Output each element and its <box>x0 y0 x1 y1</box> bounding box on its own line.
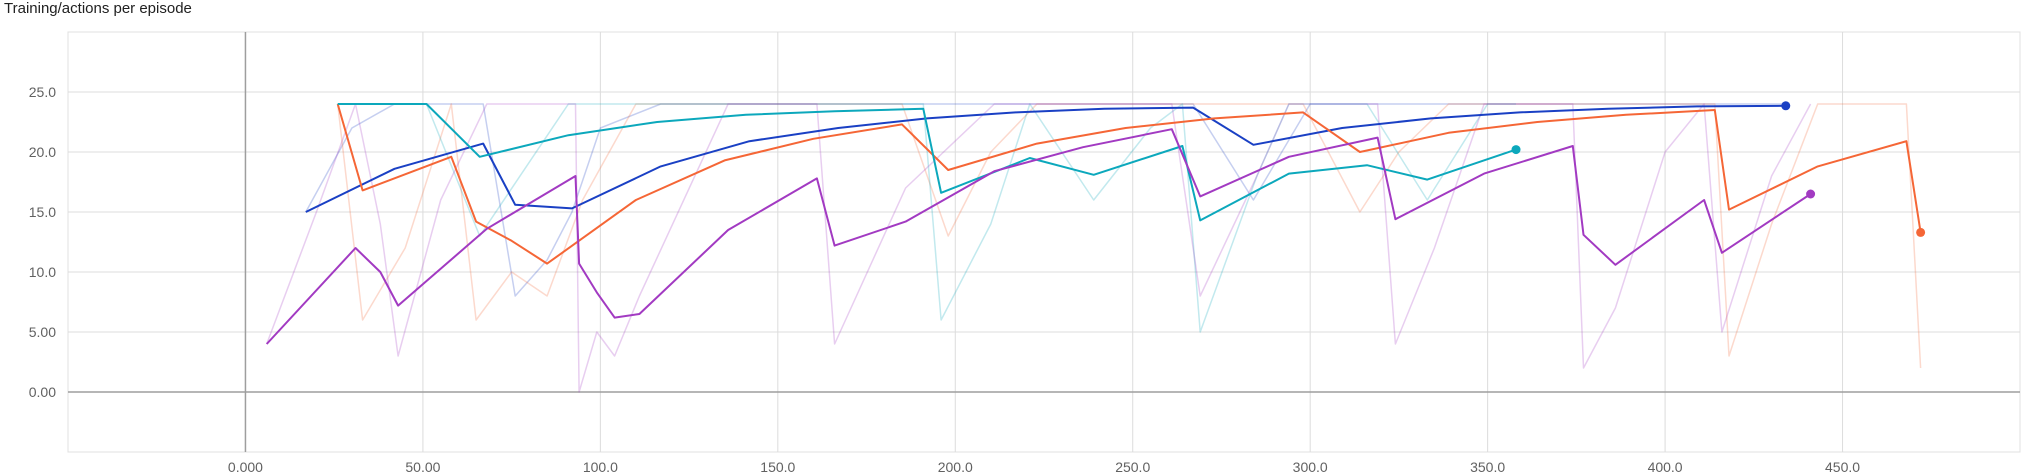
smoothed-series-line-3 <box>337 103 1517 222</box>
x-tick-label: 350.0 <box>1470 459 1505 475</box>
y-tick-label: 5.00 <box>29 324 56 340</box>
series-end-point-2 <box>1916 227 1926 237</box>
x-tick-label: 100.0 <box>583 459 618 475</box>
tick-labels: 0.000 50.00 100.0 150.0 200.0 250.0 300.0 350.0… <box>29 84 1861 475</box>
x-tick-label: 400.0 <box>1648 459 1683 475</box>
x-tick-label: 0.000 <box>228 459 263 475</box>
smoothed-series-line-2 <box>336 103 1922 265</box>
x-tick-label: 250.0 <box>1115 459 1150 475</box>
axes <box>68 32 2020 452</box>
raw-series-line-4 <box>265 103 1812 393</box>
series-end-point-1 <box>1781 101 1791 111</box>
x-tick-label: 450.0 <box>1825 459 1860 475</box>
smoothed-series-group <box>265 101 1926 345</box>
raw-series-line-2 <box>336 103 1922 369</box>
y-tick-label: 25.0 <box>29 84 56 100</box>
y-tick-label: 20.0 <box>29 144 56 160</box>
raw-series-group <box>265 103 1922 393</box>
smoothed-series-line-4 <box>265 128 1812 345</box>
x-tick-label: 300.0 <box>1293 459 1328 475</box>
series-end-point-4 <box>1806 189 1816 199</box>
raw-series-line-1 <box>305 103 1786 297</box>
y-tick-label: 15.0 <box>29 204 56 220</box>
grid <box>67 31 2021 453</box>
chart-title: Training/actions per episode <box>4 0 192 17</box>
plot-frame <box>67 31 2021 453</box>
y-tick-label: 0.00 <box>29 384 56 400</box>
x-tick-label: 150.0 <box>760 459 795 475</box>
smoothed-series-line-1 <box>305 104 1786 213</box>
y-tick-label: 10.0 <box>29 264 56 280</box>
raw-series-line-3 <box>337 103 1516 333</box>
x-tick-label: 50.00 <box>405 459 440 475</box>
series-end-point-3 <box>1511 145 1521 155</box>
x-tick-label: 200.0 <box>938 459 973 475</box>
